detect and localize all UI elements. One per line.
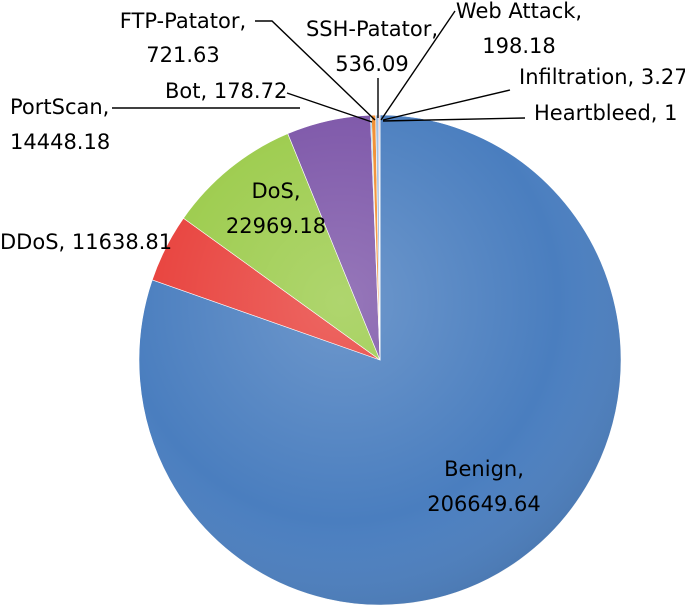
leader-lines — [112, 10, 526, 123]
slice-label-bot: Bot, 178.72 — [165, 79, 287, 103]
slice-value-portscan: 14448.18 — [10, 130, 110, 154]
slice-value-ftp-patator: 721.63 — [146, 43, 219, 67]
leader-line-bot — [286, 92, 373, 123]
slice-label-ssh-patator: SSH-Patator, — [306, 17, 438, 41]
slice-label-dos: DoS, — [251, 179, 300, 203]
slice-label-ddos: DDoS, 11638.81 — [0, 230, 172, 254]
slice-value-dos: 22969.18 — [226, 214, 326, 238]
slice-label-portscan: PortScan, — [10, 95, 109, 119]
slice-label-infiltration: Infiltration, 3.27 — [519, 65, 685, 89]
slice-label-web-attack: Web Attack, — [456, 0, 582, 23]
slice-label-benign: Benign, — [444, 457, 524, 481]
slice-value-benign: 206649.64 — [427, 492, 541, 516]
slice-label-heartbleed: Heartbleed, 1 — [534, 101, 678, 125]
slice-label-ftp-patator: FTP-Patator, — [120, 9, 246, 33]
slice-value-web-attack: 198.18 — [482, 34, 555, 58]
leader-line-infiltration — [382, 89, 511, 121]
leader-line-heartbleed — [382, 117, 526, 122]
leader-line-ftp-patator — [255, 20, 376, 121]
slice-labels: Heartbleed, 1 Benign, 206649.64 DDoS, 11638… — [0, 0, 685, 516]
pie-slices — [138, 114, 622, 606]
leader-line-web-attack — [380, 10, 456, 121]
slice-value-ssh-patator: 536.09 — [335, 52, 408, 76]
